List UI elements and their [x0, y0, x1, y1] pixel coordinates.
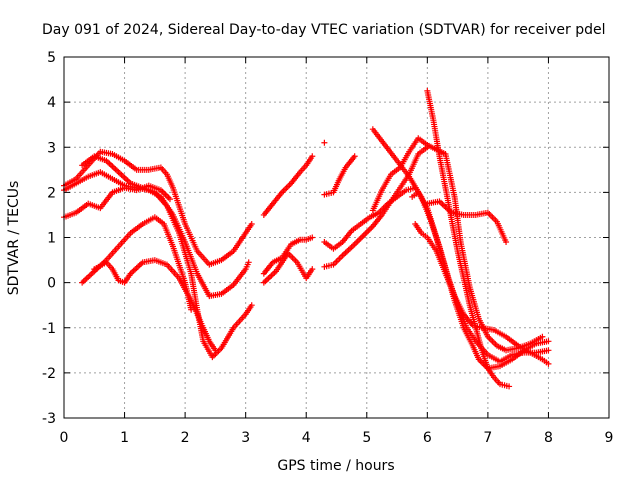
tick-labels: 0 1 2 3 4 5 6 7 8 9 -3 -2 -1 0 1 2 3 4 5 — [42, 50, 613, 446]
x-axis-label: GPS time / hours — [277, 458, 394, 474]
series-track-9 — [260, 250, 316, 286]
x-tick-label: 1 — [120, 430, 129, 446]
data-point — [248, 302, 255, 309]
y-tick-label: 2 — [47, 185, 56, 201]
series-track-6 — [91, 257, 219, 354]
x-tick-label: 7 — [483, 430, 492, 446]
data-point — [503, 239, 510, 246]
data-point — [545, 347, 552, 354]
x-tick-label: 4 — [302, 430, 311, 446]
y-tick-label: 5 — [47, 50, 56, 66]
x-tick-label: 0 — [60, 430, 69, 446]
series-track-18 — [424, 198, 510, 246]
data-point — [309, 234, 316, 241]
series-track-3 — [79, 153, 255, 361]
x-tick-label: 8 — [544, 430, 553, 446]
x-tick-label: 2 — [181, 430, 190, 446]
y-tick-label: -3 — [42, 411, 56, 427]
data-marks — [61, 87, 552, 390]
y-axis-label: SDTVAR / TECUs — [6, 181, 22, 296]
x-tick-label: 5 — [362, 430, 371, 446]
series-track-11 — [321, 153, 358, 198]
data-point — [309, 153, 316, 160]
x-tick-label: 9 — [605, 430, 614, 446]
data-point — [545, 338, 552, 345]
data-point — [212, 347, 219, 354]
series-track-4 — [61, 182, 173, 221]
series-track-7 — [260, 153, 316, 218]
chart-title: Day 091 of 2024, Sidereal Day-to-day VTE… — [42, 22, 606, 38]
series-track-10 — [321, 139, 328, 146]
y-tick-label: 4 — [47, 95, 56, 111]
data-point — [539, 333, 546, 340]
data-point — [188, 306, 195, 313]
series-track-19 — [412, 220, 552, 367]
x-tick-label: 6 — [423, 430, 432, 446]
data-point — [309, 266, 316, 273]
data-point — [245, 259, 252, 266]
axis-ticks — [63, 56, 610, 419]
x-tick-label: 3 — [241, 430, 250, 446]
series-track-17 — [424, 87, 513, 390]
y-tick-label: -2 — [42, 366, 56, 382]
data-point — [321, 139, 328, 146]
data-point — [166, 196, 173, 203]
y-tick-label: 0 — [47, 276, 56, 292]
y-tick-label: -1 — [42, 321, 56, 337]
series-track-15 — [369, 135, 546, 354]
y-tick-label: 1 — [47, 231, 56, 247]
y-tick-label: 3 — [47, 140, 56, 156]
data-point — [248, 220, 255, 227]
data-point — [351, 153, 358, 160]
data-point — [545, 360, 552, 367]
data-point — [506, 383, 513, 390]
